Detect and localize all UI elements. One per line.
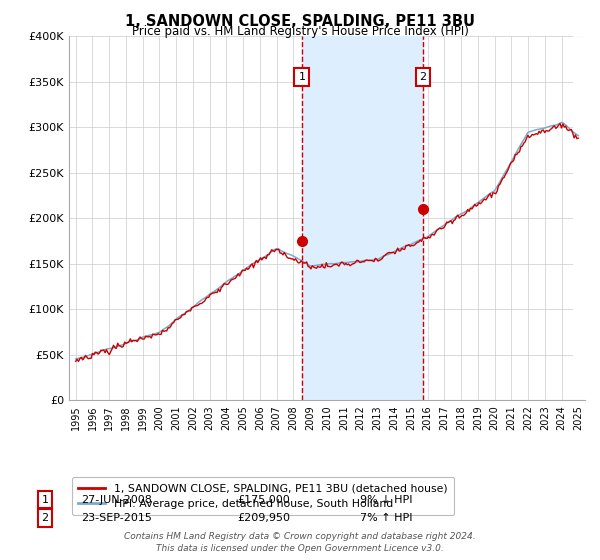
Text: 1: 1 [298,72,305,82]
Legend: 1, SANDOWN CLOSE, SPALDING, PE11 3BU (detached house), HPI: Average price, detac: 1, SANDOWN CLOSE, SPALDING, PE11 3BU (de… [72,477,454,515]
Text: £209,950: £209,950 [237,513,290,523]
Text: Contains HM Land Registry data © Crown copyright and database right 2024.
This d: Contains HM Land Registry data © Crown c… [124,533,476,553]
Text: 2: 2 [419,72,427,82]
Text: 27-JUN-2008: 27-JUN-2008 [81,494,152,505]
Text: 23-SEP-2015: 23-SEP-2015 [81,513,152,523]
Text: 2: 2 [41,513,49,523]
Text: 7% ↑ HPI: 7% ↑ HPI [360,513,413,523]
Text: 1, SANDOWN CLOSE, SPALDING, PE11 3BU: 1, SANDOWN CLOSE, SPALDING, PE11 3BU [125,14,475,29]
Text: Price paid vs. HM Land Registry's House Price Index (HPI): Price paid vs. HM Land Registry's House … [131,25,469,38]
Bar [302,36,423,400]
Text: 1: 1 [41,494,49,505]
Text: £175,000: £175,000 [237,494,290,505]
Text: 9% ↓ HPI: 9% ↓ HPI [360,494,413,505]
Bar [573,36,585,400]
